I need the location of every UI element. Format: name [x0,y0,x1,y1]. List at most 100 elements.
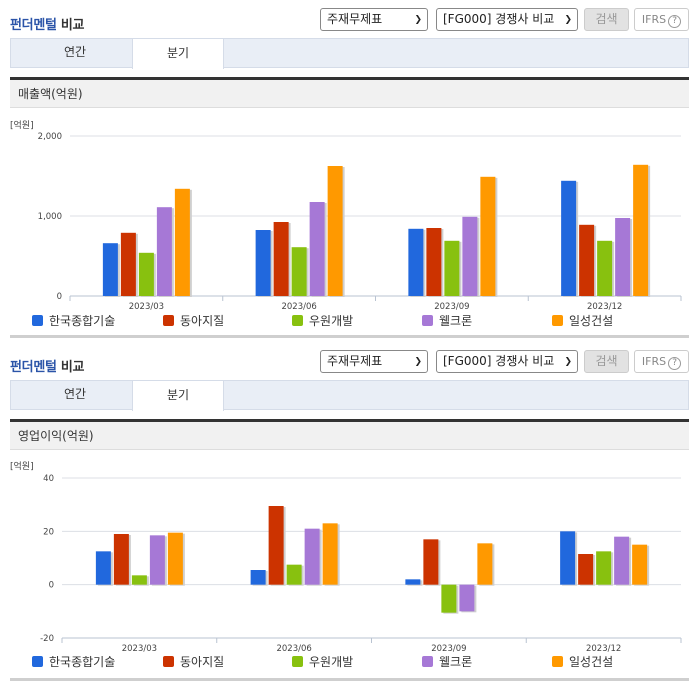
legend-item[interactable]: 웰크론 [422,313,472,329]
bar[interactable] [444,240,460,296]
bar[interactable] [131,575,147,585]
bar[interactable] [579,224,595,296]
bar[interactable] [167,532,183,585]
x-tick-label: 2023/12 [587,302,622,312]
ifrs-button[interactable]: IFRS? [634,350,689,373]
bar[interactable] [255,230,271,296]
bar[interactable] [309,202,325,296]
legend-item[interactable]: 한국종합기술 [32,654,115,670]
bar[interactable] [273,222,289,296]
bar[interactable] [113,534,129,585]
x-tick-label: 2023/09 [434,302,469,312]
ifrs-button[interactable]: IFRS? [634,8,689,31]
comparison-select[interactable]: [FG000] 경쟁사 비교 ❯ [436,350,578,373]
y-tick-label: 20 [43,527,54,537]
chevron-down-icon: ❯ [414,15,422,25]
legend-item[interactable]: 동아지질 [163,654,224,670]
bar[interactable] [250,570,266,585]
y-tick-label: 1,000 [38,212,62,222]
x-tick-label: 2023/03 [129,302,164,312]
bar[interactable] [441,584,457,613]
bar[interactable] [459,584,475,612]
legend-item[interactable]: 한국종합기술 [32,313,115,329]
statement-type-select[interactable]: 주재무제표 ❯ [320,8,428,31]
operating-profit-chart: -20 0 20 40 2023/03 2023/06 2023/09 2023/12 [40,474,682,654]
bar[interactable] [408,228,424,296]
legend-swatch [292,315,303,326]
tab-annual[interactable]: 연간 [63,45,87,59]
y-unit-label: [억원] [10,462,34,472]
chevron-down-icon: ❯ [564,15,572,25]
statement-type-select[interactable]: 주재무제표 ❯ [320,350,428,373]
y-tick-label: -20 [40,634,54,644]
legend-swatch [32,315,43,326]
bar[interactable] [615,218,631,296]
x-tick-label: 2023/03 [122,644,157,654]
help-icon[interactable]: ? [668,15,682,28]
bar[interactable] [633,164,649,296]
y-tick-label: 0 [57,292,62,302]
fundamental-section-operating-profit: 펀더멘털 비교 주재무제표 ❯ [FG000] 경쟁사 비교 ❯ 검색 IFRS? … [0,342,696,684]
legend-swatch [552,315,563,326]
y-unit-label: [억원] [10,121,34,131]
bar[interactable] [426,228,442,296]
legend-swatch [292,656,303,667]
bar[interactable] [561,180,577,296]
y-tick-label: 40 [43,474,54,484]
chevron-down-icon: ❯ [414,357,422,367]
tab-annual[interactable]: 연간 [63,387,87,401]
section-title: 펀더멘털 비교 [10,18,85,33]
chart-legend: 한국종합기술 동아지질 우원개발 웰크론 일성건설 [32,654,672,670]
x-tick-label: 2023/06 [276,644,311,654]
bar[interactable] [174,188,190,296]
help-icon[interactable]: ? [668,357,682,370]
search-button[interactable]: 검색 [584,350,629,373]
bar[interactable] [480,176,496,296]
bar[interactable] [149,535,165,585]
section-header: 펀더멘털 비교 주재무제표 ❯ [FG000] 경쟁사 비교 ❯ 검색 IFRS? [0,342,696,380]
bar[interactable] [560,531,576,585]
bar[interactable] [120,232,136,296]
y-tick-label: 2,000 [38,132,62,142]
bar[interactable] [462,216,478,296]
bar[interactable] [614,536,630,585]
search-button[interactable]: 검색 [584,8,629,31]
bar[interactable] [597,240,613,296]
bar[interactable] [405,579,421,585]
legend-swatch [163,315,174,326]
chart-title: 영업이익(억원) [10,419,689,450]
bar[interactable] [291,247,307,296]
chart-legend: 한국종합기술 동아지질 우원개발 웰크론 일성건설 [32,313,672,329]
legend-item[interactable]: 웰크론 [422,654,472,670]
legend-item[interactable]: 일성건설 [552,313,613,329]
legend-item[interactable]: 우원개발 [292,313,353,329]
bar[interactable] [322,523,338,585]
legend-item[interactable]: 동아지질 [163,313,224,329]
legend-swatch [422,656,433,667]
comparison-select[interactable]: [FG000] 경쟁사 비교 ❯ [436,8,578,31]
legend-item[interactable]: 일성건설 [552,654,613,670]
chevron-down-icon: ❯ [564,357,572,367]
legend-swatch [422,315,433,326]
bar[interactable] [596,551,612,585]
revenue-chart: 0 1,000 2,000 2023/03 2023/06 2023/09 2023/12 [38,132,682,312]
section-title: 펀더멘털 비교 [10,360,85,375]
bar[interactable] [268,506,284,585]
bar[interactable] [102,243,118,296]
x-tick-label: 2023/06 [281,302,316,312]
bar[interactable] [477,543,493,585]
bar[interactable] [423,539,439,585]
bar[interactable] [95,551,111,585]
bar[interactable] [304,528,320,585]
tab-quarterly[interactable]: 분기 [132,380,224,411]
tab-quarterly[interactable]: 분기 [132,38,224,69]
legend-item[interactable]: 우원개발 [292,654,353,670]
bar[interactable] [156,207,172,296]
bar[interactable] [632,544,648,585]
bar[interactable] [286,564,302,585]
bar[interactable] [578,554,594,585]
chart-title: 매출액(억원) [10,77,689,108]
y-tick-label: 0 [49,581,54,591]
bar[interactable] [138,252,154,296]
bar[interactable] [327,166,343,296]
